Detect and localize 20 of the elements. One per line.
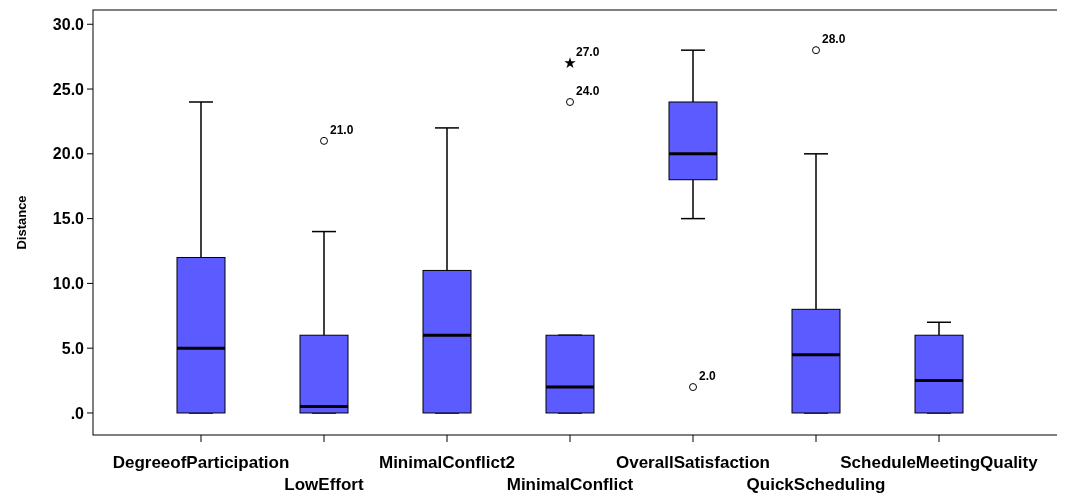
y-tick-label: 25.0 [52,80,85,98]
y-axis-title: Distance [14,195,29,250]
y-tick-label: .0 [70,404,85,422]
y-tick-label: 30.0 [52,15,85,33]
annotation: 2.0 [699,369,717,384]
x-tick-label: OverallSatisfaction [615,453,771,472]
y-tick-label: 10.0 [52,275,85,292]
y-tick-label: 15.0 [52,210,85,228]
annotation: 21.0 [330,122,354,137]
y-tick-label: 20.0 [52,145,85,163]
x-tick-label: MinimalConflict2 [378,453,516,472]
x-tick-label: QuickScheduling [746,475,886,494]
annotation: 27.0 [576,45,600,60]
x-tick-label: MinimalConflict [506,475,634,494]
annotation: 28.0 [822,32,846,47]
y-tick-label: 5.0 [61,339,85,357]
annotation: 24.0 [576,84,600,98]
x-tick-label: ScheduleMeetingQuality [840,453,1039,472]
x-tick-label: DegreeofParticipation [112,453,290,472]
x-tick-label: LowEffort [284,475,364,494]
